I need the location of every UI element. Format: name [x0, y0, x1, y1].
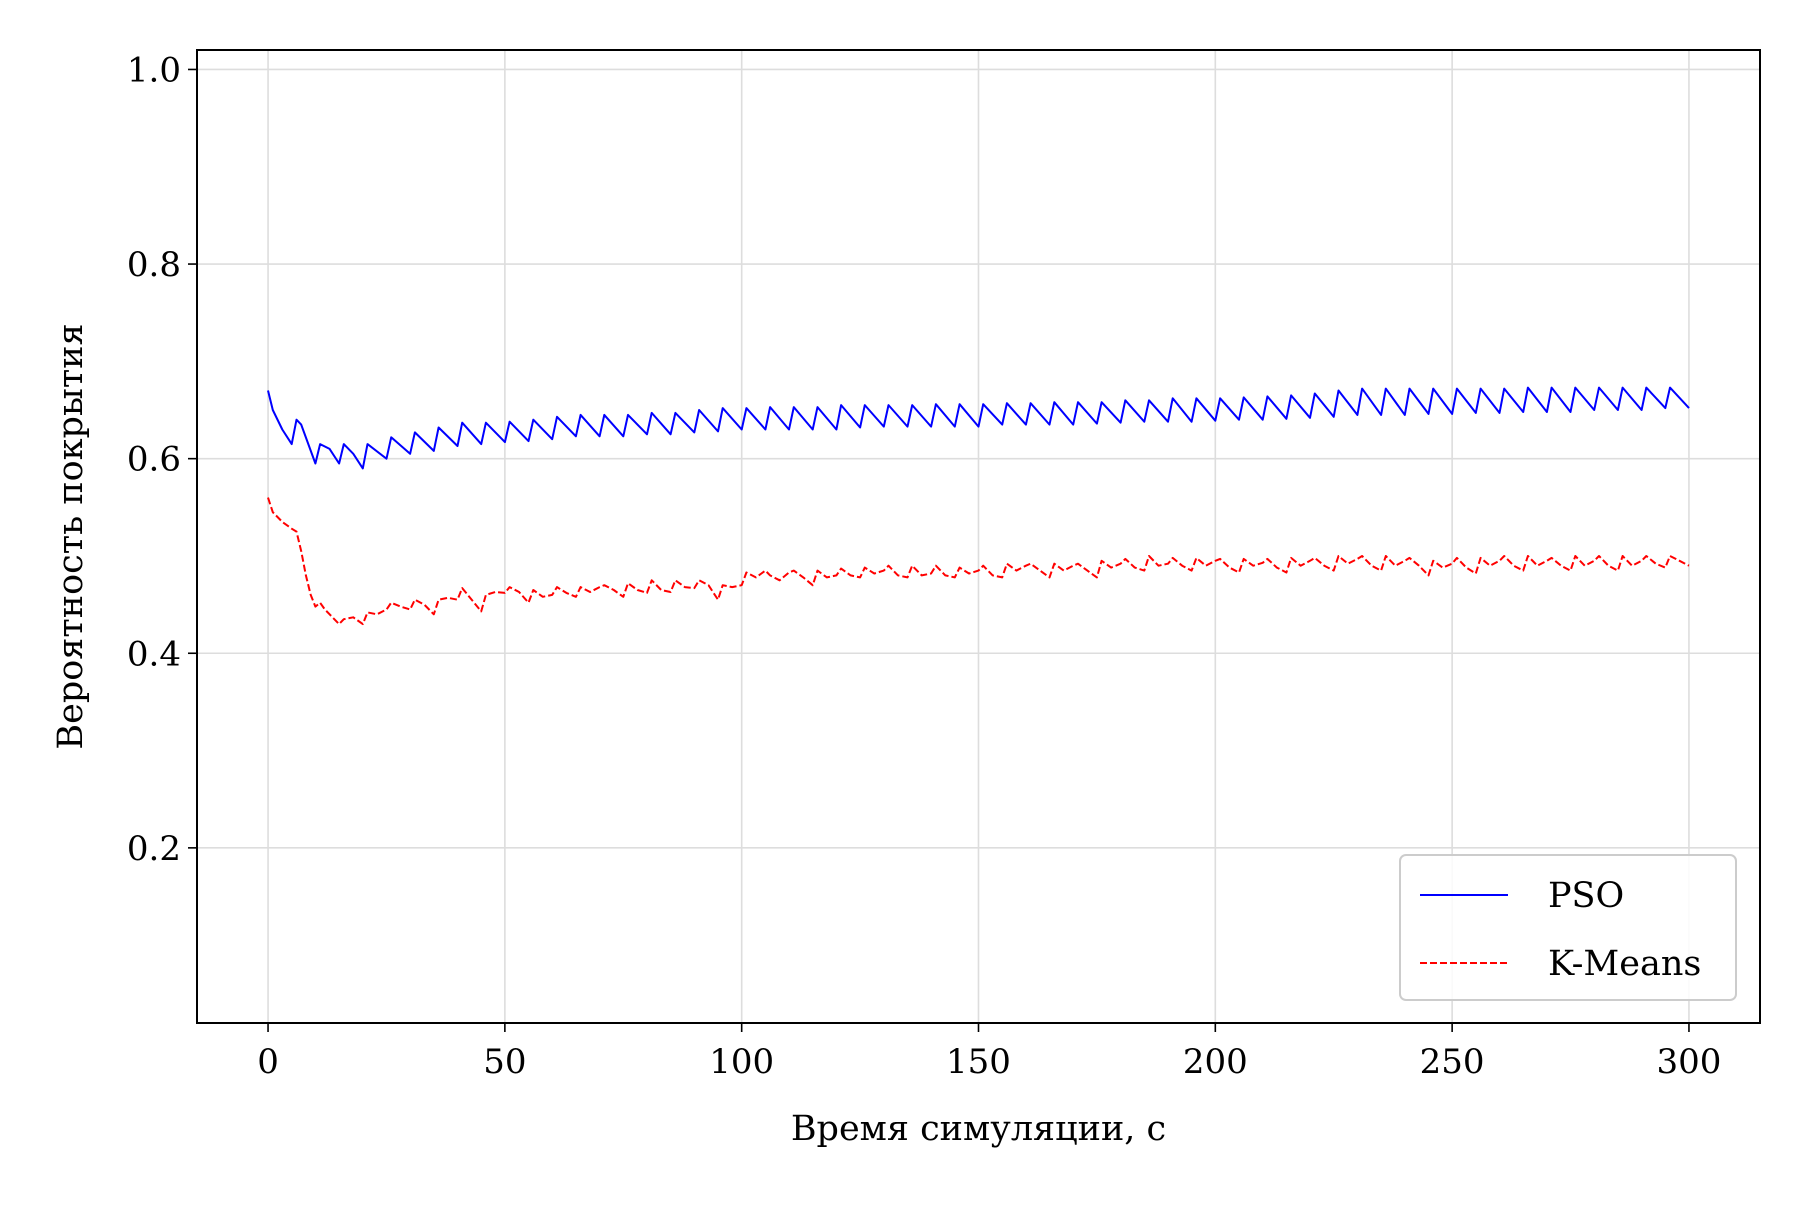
- series-line-pso: [267, 386, 1690, 470]
- x-tick-label: 200: [1183, 1042, 1248, 1082]
- axis-ticks: 0 50 100 150 200 250 300 0.2 0.4 0.6 0.8 1.0: [127, 50, 1721, 1082]
- y-tick-label: 0.2: [127, 829, 181, 869]
- series-line-k-means: [267, 497, 1690, 626]
- y-tick-label: 1.0: [127, 50, 181, 90]
- x-tick-label: 50: [483, 1042, 526, 1082]
- y-tick-label: 0.6: [127, 440, 181, 480]
- legend: PSO K-Means: [1399, 854, 1737, 1001]
- x-tick-label: 0: [257, 1042, 279, 1082]
- grid: [197, 50, 1760, 1023]
- legend-label-k-means: K-Means: [1548, 944, 1701, 984]
- y-axis-title: Вероятность покрытия: [51, 323, 91, 749]
- legend-label-pso: PSO: [1548, 876, 1624, 916]
- x-tick-label: 100: [709, 1042, 774, 1082]
- x-tick-label: 250: [1420, 1042, 1485, 1082]
- series-lines: [267, 386, 1690, 626]
- x-axis-title: Время симуляции, с: [791, 1109, 1166, 1149]
- y-tick-label: 0.8: [127, 245, 181, 285]
- x-tick-label: 300: [1657, 1042, 1722, 1082]
- x-tick-label: 150: [946, 1042, 1011, 1082]
- y-tick-label: 0.4: [127, 634, 181, 674]
